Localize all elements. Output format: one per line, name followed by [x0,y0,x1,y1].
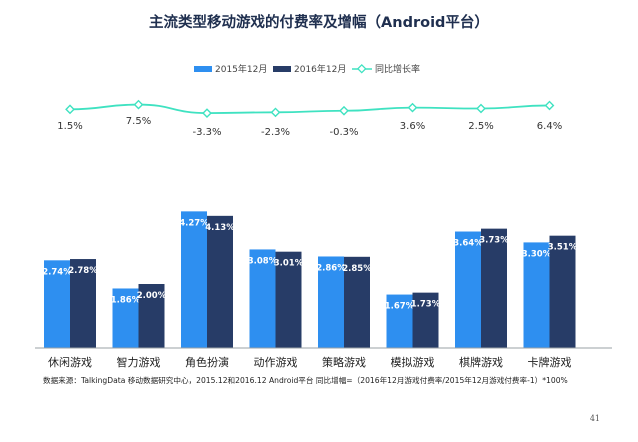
bar-value-label-2016-3: 3.01% [274,259,304,269]
bar-value-label-2016-0: 2.78% [68,266,98,276]
legend-swatch-2016 [273,66,291,72]
bar-2015-6 [455,231,481,348]
growth-line [69,103,550,115]
growth-value-label-2: -3.3% [192,127,221,138]
bar-value-label-2015-7: 3.30% [522,249,552,259]
source-note: 数据来源：TalkingData 移动数据研究中心，2015.12和2016.1… [43,375,568,385]
bar-2015-1 [112,288,139,348]
category-label-7: 卡牌游戏 [528,355,572,369]
growth-value-label-7: 6.4% [537,121,562,132]
bar-2016-4 [344,256,370,348]
legend-label-growth: 同比增长率 [375,63,420,75]
category-label-1: 智力游戏 [117,355,161,369]
bar-value-label-2015-3: 3.08% [248,256,278,266]
page-number: 41 [590,414,600,423]
growth-value-label-6: 2.5% [468,121,493,132]
growth-marker-1 [133,99,144,110]
chart-title: 主流类型移动游戏的付费率及增幅（Android平台） [149,13,489,31]
bars-layer: 2.74%2.78% 1.86%2.00% 4.27%4.13% 3.08%3.01%… [42,211,578,348]
bar-2016-0 [70,259,96,348]
growth-line-layer: 1.5% 7.5% -3.3% -2.3% -0.3% 3.6% 2.5% 6.4% [57,99,562,138]
bar-2016-6 [481,228,507,348]
bar-value-label-2015-6: 3.64% [453,239,483,249]
growth-marker-0 [65,104,75,115]
bar-value-label-2015-0: 2.74% [42,267,72,277]
category-label-3: 动作游戏 [254,356,298,369]
growth-marker-6 [476,103,486,114]
bar-2016-3 [275,251,302,348]
growth-marker-3 [270,107,281,118]
bar-value-label-2015-4: 2.86% [316,263,346,273]
category-label-0: 休闲游戏 [48,355,92,369]
bar-value-label-2016-5: 1.73% [411,300,441,310]
growth-marker-2 [202,108,212,118]
category-label-2: 角色扮演 [185,355,229,369]
bar-2015-0 [44,260,70,348]
bar-value-label-2016-1: 2.00% [137,291,167,301]
bar-2016-1 [138,284,165,348]
legend-label-2015: 2015年12月 [215,63,267,75]
growth-value-label-4: -0.3% [329,127,358,138]
bar-2015-2 [181,211,207,348]
category-labels: 休闲游戏 智力游戏 角色扮演 动作游戏 策略游戏 模拟游戏 棋牌游戏 卡牌游戏 [48,355,572,369]
legend-swatch-growth-marker [356,63,367,74]
growth-marker-7 [544,100,555,111]
bar-value-label-2016-6: 3.73% [479,236,509,246]
legend-label-2016: 2016年12月 [294,63,346,75]
bar-2016-5 [412,292,439,348]
bar-value-label-2015-5: 1.67% [385,302,415,312]
category-label-4: 策略游戏 [322,355,366,369]
growth-value-label-3: -2.3% [261,127,290,138]
growth-value-label-0: 1.5% [57,121,82,132]
category-label-6: 棋牌游戏 [459,355,503,369]
growth-marker-5 [407,102,418,113]
bar-value-label-2016-4: 2.85% [342,264,372,274]
legend: 2015年12月 2016年12月 同比增长率 [194,63,420,75]
bar-2016-2 [207,215,233,348]
bar-value-label-2016-7: 3.51% [548,243,578,253]
bar-value-label-2015-1: 1.86% [111,295,141,305]
growth-value-label-5: 3.6% [400,121,425,132]
bar-value-label-2015-2: 4.27% [179,218,209,228]
legend-swatch-2015 [194,66,212,72]
bar-2015-4 [318,256,344,348]
bar-2015-7 [523,242,550,348]
growth-marker-4 [339,105,349,116]
bar-2016-7 [549,235,576,348]
bar-2015-3 [249,249,276,348]
category-label-5: 模拟游戏 [391,355,435,369]
bar-value-label-2016-2: 4.13% [205,223,235,233]
growth-value-label-1: 7.5% [126,116,151,127]
bar-2015-5 [386,294,413,348]
